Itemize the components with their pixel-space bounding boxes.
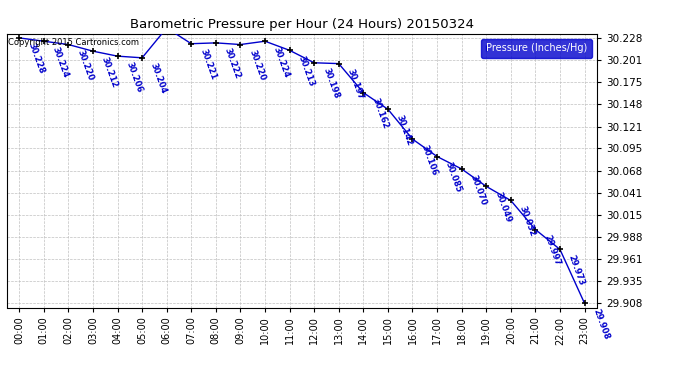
Text: 30.224: 30.224 bbox=[51, 45, 70, 79]
Text: 30.212: 30.212 bbox=[100, 56, 119, 89]
Pressure (Inches/Hg) bbox=[384, 107, 392, 111]
Pressure (Inches/Hg) bbox=[113, 54, 121, 58]
Pressure (Inches/Hg) bbox=[15, 36, 23, 40]
Text: 30.224: 30.224 bbox=[272, 45, 291, 79]
Pressure (Inches/Hg) bbox=[482, 184, 491, 189]
Pressure (Inches/Hg) bbox=[506, 198, 515, 203]
Text: 30.049: 30.049 bbox=[493, 190, 513, 224]
Text: 30.106: 30.106 bbox=[420, 143, 439, 177]
Pressure (Inches/Hg) bbox=[212, 40, 220, 45]
Pressure (Inches/Hg) bbox=[286, 48, 294, 52]
Text: 29.973: 29.973 bbox=[567, 254, 586, 287]
Text: 30.221: 30.221 bbox=[198, 48, 218, 81]
Text: 30.228: 30.228 bbox=[26, 42, 46, 75]
Text: 30.222: 30.222 bbox=[223, 47, 242, 81]
Pressure (Inches/Hg) bbox=[261, 39, 269, 44]
Pressure (Inches/Hg) bbox=[163, 26, 171, 30]
Text: 30.197: 30.197 bbox=[346, 68, 365, 101]
Pressure (Inches/Hg) bbox=[433, 154, 441, 159]
Text: 30.206: 30.206 bbox=[124, 60, 144, 94]
Text: 30.220: 30.220 bbox=[248, 49, 267, 82]
Text: 30.070: 30.070 bbox=[469, 173, 488, 206]
Text: 30.142: 30.142 bbox=[395, 113, 415, 147]
Pressure (Inches/Hg) bbox=[89, 49, 97, 53]
Text: 29.997: 29.997 bbox=[542, 234, 562, 267]
Text: 30.032: 30.032 bbox=[518, 205, 538, 238]
Pressure (Inches/Hg) bbox=[335, 62, 343, 66]
Text: 30.220: 30.220 bbox=[75, 49, 95, 82]
Pressure (Inches/Hg) bbox=[556, 247, 564, 252]
Text: 30.198: 30.198 bbox=[321, 67, 341, 100]
Text: 30.162: 30.162 bbox=[371, 97, 390, 130]
Pressure (Inches/Hg) bbox=[187, 42, 195, 46]
Text: 29.908: 29.908 bbox=[591, 308, 611, 341]
Pressure (Inches/Hg) bbox=[580, 301, 589, 306]
Text: 30.213: 30.213 bbox=[297, 54, 316, 88]
Pressure (Inches/Hg) bbox=[531, 227, 540, 232]
Pressure (Inches/Hg) bbox=[359, 90, 368, 95]
Text: 30.240: 30.240 bbox=[0, 374, 1, 375]
Text: 30.085: 30.085 bbox=[444, 161, 464, 194]
Text: 30.204: 30.204 bbox=[149, 62, 168, 95]
Pressure (Inches/Hg) bbox=[64, 42, 72, 47]
Text: Copyright 2015 Cartronics.com: Copyright 2015 Cartronics.com bbox=[8, 38, 139, 47]
Pressure (Inches/Hg) bbox=[310, 60, 318, 65]
Line: Pressure (Inches/Hg): Pressure (Inches/Hg) bbox=[16, 24, 588, 307]
Pressure (Inches/Hg) bbox=[39, 39, 48, 44]
Pressure (Inches/Hg) bbox=[457, 167, 466, 171]
Pressure (Inches/Hg) bbox=[408, 137, 417, 141]
Pressure (Inches/Hg) bbox=[236, 42, 244, 47]
Title: Barometric Pressure per Hour (24 Hours) 20150324: Barometric Pressure per Hour (24 Hours) … bbox=[130, 18, 474, 31]
Legend: Pressure (Inches/Hg): Pressure (Inches/Hg) bbox=[481, 39, 592, 58]
Pressure (Inches/Hg) bbox=[138, 56, 146, 60]
